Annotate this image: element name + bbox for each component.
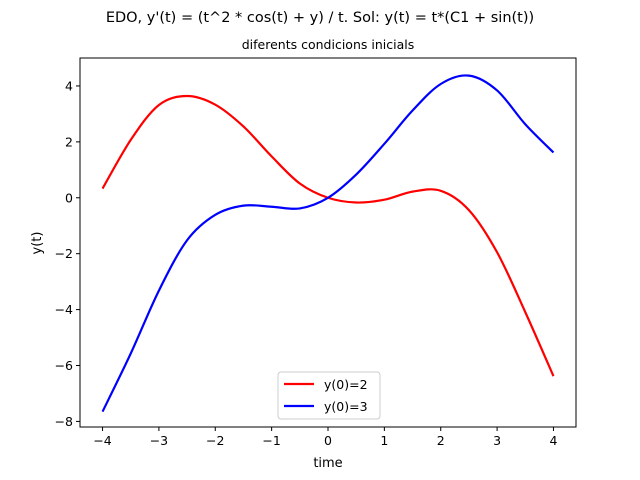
y-tick-label: 0 [65,190,73,205]
y-tick-label: −2 [55,246,73,261]
y-tick-label: 2 [65,134,73,149]
x-tick-label: 0 [324,433,332,448]
x-axis-label: time [313,456,342,471]
chart-suptitle: EDO, y'(t) = (t^2 * cos(t) + y) / t. Sol… [106,10,534,26]
y-axis-label: y(t) [30,232,45,255]
x-tick-label: −1 [262,433,280,448]
x-tick-label: −3 [150,433,168,448]
x-axis-ticks: −4 −3 −2 −1 0 1 2 3 4 [93,427,557,448]
legend-label-y0-2: y(0)=2 [324,377,368,392]
y-axis-ticks: −8 −6 −4 −2 0 2 4 [55,78,80,429]
y-tick-label: −6 [55,358,73,373]
x-tick-label: 4 [549,433,557,448]
x-tick-label: 1 [380,433,388,448]
x-tick-label: 3 [493,433,501,448]
y-tick-label: −8 [55,414,73,429]
chart-title: diferents condicions inicials [242,37,414,52]
x-tick-label: −4 [93,433,111,448]
x-tick-label: −2 [206,433,224,448]
legend: y(0)=2 y(0)=3 [277,371,381,420]
series-line-2 [101,74,555,413]
x-tick-label: 2 [437,433,445,448]
series-lines [101,74,555,413]
y-tick-label: 4 [65,78,73,93]
legend-label-y0-3: y(0)=3 [324,399,368,414]
y-tick-label: −4 [55,302,73,317]
